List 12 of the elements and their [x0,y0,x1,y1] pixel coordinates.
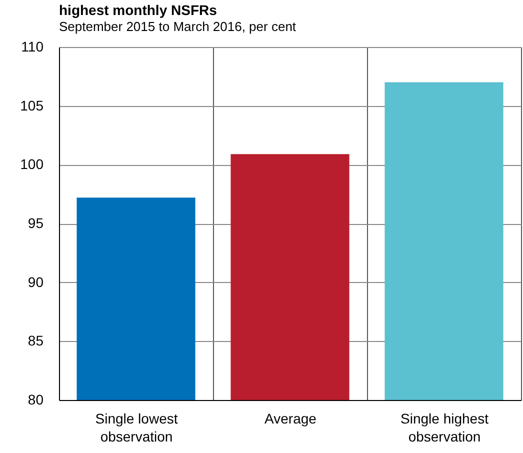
y-tick-label: 105 [20,97,44,114]
y-tick-label: 85 [28,332,44,349]
x-tick-label: Single lowest observation [95,410,178,444]
y-tick-label: 95 [28,215,44,231]
chart-subtitle: September 2015 to March 2016, per cent [59,19,296,34]
y-tick-label: 110 [21,38,44,54]
y-tick-label: 90 [28,274,44,290]
y-tick-label: 100 [20,156,44,172]
x-tick-label: Average [264,410,317,426]
y-tick-label: 80 [28,392,44,408]
x-tick-label: Single highest observation [400,410,489,444]
chart-title: highest monthly NSFRs [59,2,218,18]
